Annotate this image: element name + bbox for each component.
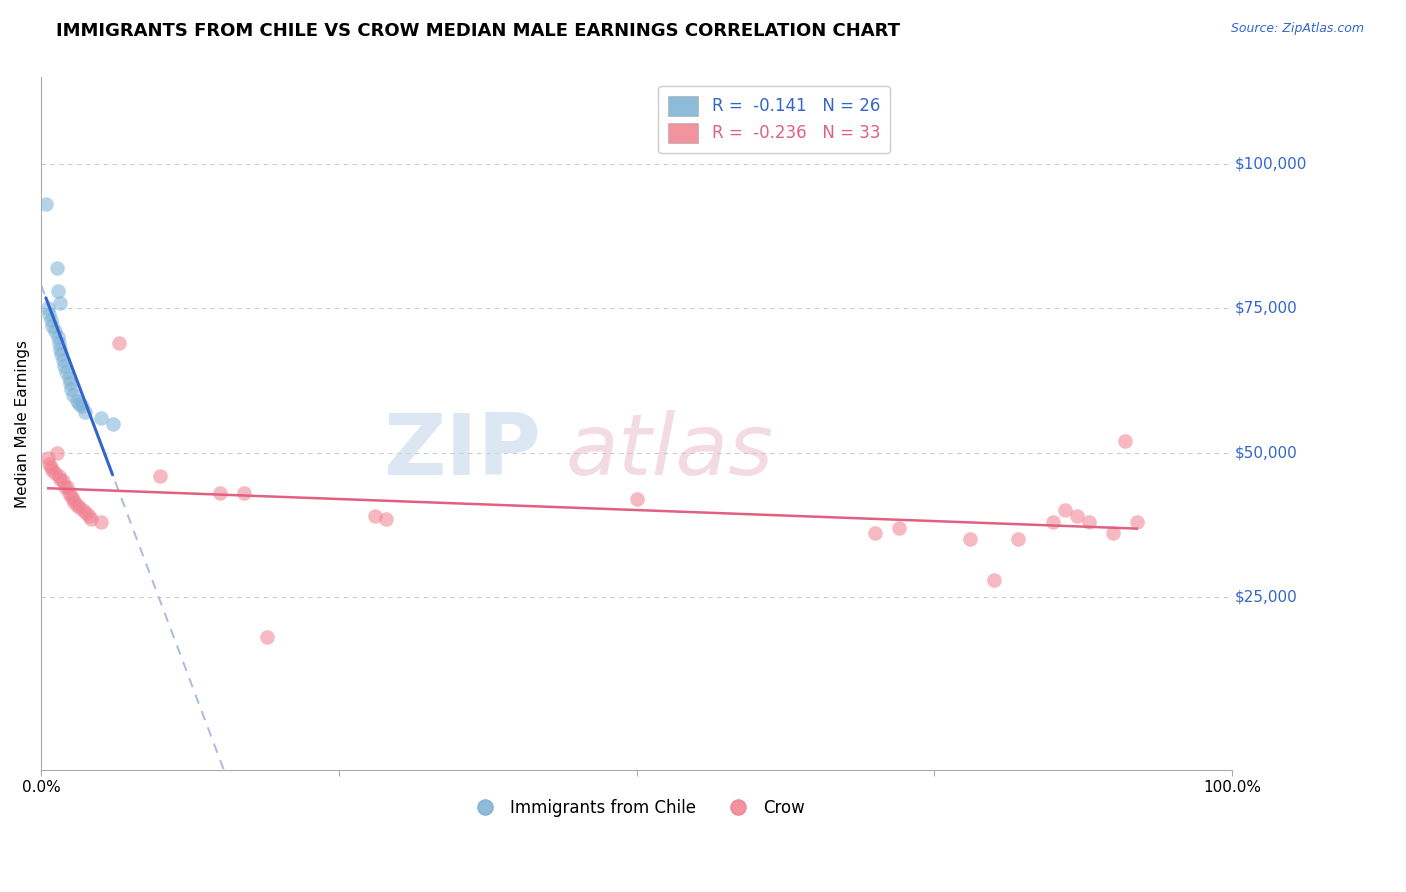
- Text: $50,000: $50,000: [1234, 445, 1298, 460]
- Point: [887, 520, 910, 534]
- Point: [66, 393, 89, 408]
- Point: [37, 301, 59, 316]
- Point: [51, 353, 73, 368]
- Text: $75,000: $75,000: [1234, 301, 1298, 316]
- Point: [256, 630, 278, 644]
- Point: [63, 494, 86, 508]
- Point: [41, 463, 63, 477]
- Point: [52, 359, 75, 373]
- Point: [1042, 515, 1064, 529]
- Point: [90, 515, 112, 529]
- Point: [44, 324, 66, 338]
- Point: [62, 388, 84, 402]
- Point: [39, 460, 62, 475]
- Point: [45, 260, 67, 275]
- Point: [90, 411, 112, 425]
- Text: atlas: atlas: [565, 410, 773, 493]
- Point: [75, 405, 97, 419]
- Point: [80, 512, 103, 526]
- Point: [959, 532, 981, 546]
- Point: [101, 417, 124, 431]
- Point: [66, 498, 89, 512]
- Point: [77, 509, 100, 524]
- Point: [1078, 515, 1101, 529]
- Text: IMMIGRANTS FROM CHILE VS CROW MEDIAN MALE EARNINGS CORRELATION CHART: IMMIGRANTS FROM CHILE VS CROW MEDIAN MAL…: [56, 22, 900, 40]
- Point: [363, 509, 385, 524]
- Point: [67, 500, 90, 515]
- Text: $100,000: $100,000: [1234, 156, 1306, 171]
- Point: [59, 382, 82, 396]
- Point: [38, 457, 60, 471]
- Point: [35, 197, 58, 211]
- Point: [107, 335, 129, 350]
- Point: [44, 466, 66, 480]
- Point: [626, 491, 648, 506]
- Point: [1114, 434, 1136, 448]
- Point: [863, 526, 886, 541]
- Point: [58, 370, 80, 384]
- Point: [59, 489, 82, 503]
- Point: [62, 491, 84, 506]
- Point: [58, 486, 80, 500]
- Point: [983, 573, 1005, 587]
- Point: [46, 284, 69, 298]
- Point: [59, 376, 82, 391]
- Point: [375, 512, 398, 526]
- Point: [49, 295, 72, 310]
- Point: [37, 451, 59, 466]
- Legend: Immigrants from Chile, Crow: Immigrants from Chile, Crow: [463, 793, 811, 824]
- Point: [53, 480, 76, 494]
- Point: [48, 335, 70, 350]
- Text: Source: ZipAtlas.com: Source: ZipAtlas.com: [1230, 22, 1364, 36]
- Point: [38, 307, 60, 321]
- Text: $25,000: $25,000: [1234, 590, 1298, 605]
- Point: [1054, 503, 1077, 517]
- Point: [72, 503, 94, 517]
- Point: [55, 365, 77, 379]
- Point: [46, 330, 69, 344]
- Point: [67, 396, 90, 410]
- Point: [208, 486, 231, 500]
- Point: [48, 468, 70, 483]
- Point: [41, 318, 63, 333]
- Point: [1066, 509, 1088, 524]
- Point: [70, 400, 93, 414]
- Point: [49, 471, 72, 485]
- Point: [1102, 526, 1125, 541]
- Text: ZIP: ZIP: [384, 410, 541, 493]
- Point: [51, 475, 73, 489]
- Point: [51, 347, 73, 361]
- Point: [39, 313, 62, 327]
- Y-axis label: Median Male Earnings: Median Male Earnings: [15, 340, 30, 508]
- Point: [75, 506, 97, 520]
- Point: [149, 468, 172, 483]
- Point: [1126, 515, 1149, 529]
- Point: [56, 480, 79, 494]
- Point: [45, 445, 67, 459]
- Point: [49, 342, 72, 356]
- Point: [232, 486, 254, 500]
- Point: [1007, 532, 1029, 546]
